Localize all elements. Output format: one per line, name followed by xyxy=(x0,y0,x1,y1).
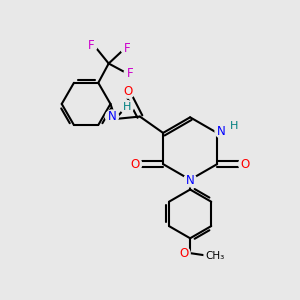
Text: F: F xyxy=(88,39,94,52)
Circle shape xyxy=(121,41,134,55)
Circle shape xyxy=(129,158,142,171)
Text: O: O xyxy=(130,158,140,171)
Text: O: O xyxy=(241,158,250,171)
Text: H: H xyxy=(123,102,131,112)
Text: F: F xyxy=(124,41,131,55)
Circle shape xyxy=(122,85,135,98)
Text: O: O xyxy=(123,85,133,98)
Circle shape xyxy=(105,110,119,123)
Text: O: O xyxy=(179,247,188,260)
Circle shape xyxy=(215,125,228,138)
Circle shape xyxy=(124,67,137,80)
Text: H: H xyxy=(230,121,238,131)
Circle shape xyxy=(84,38,98,52)
Circle shape xyxy=(228,119,241,133)
Text: N: N xyxy=(217,125,226,138)
Text: F: F xyxy=(128,67,134,80)
Circle shape xyxy=(204,244,227,267)
Circle shape xyxy=(177,247,190,260)
Text: CH₃: CH₃ xyxy=(206,250,225,260)
Text: N: N xyxy=(186,174,194,187)
Circle shape xyxy=(238,158,252,171)
Circle shape xyxy=(184,174,197,187)
Text: N: N xyxy=(108,110,116,123)
Circle shape xyxy=(120,100,134,114)
